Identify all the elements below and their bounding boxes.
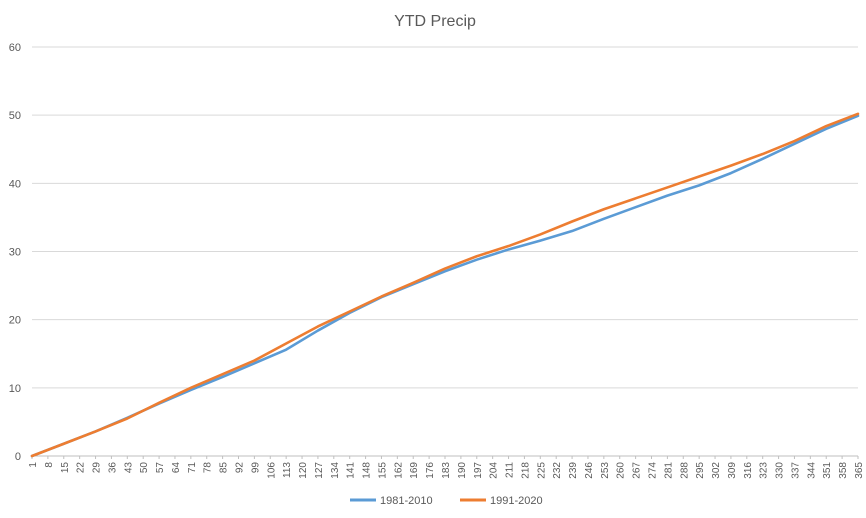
- x-tick-label: 260: [616, 462, 627, 479]
- x-tick-label: 358: [838, 462, 849, 479]
- y-tick-label: 50: [9, 110, 21, 122]
- y-tick-label: 0: [15, 451, 21, 463]
- x-tick-label: 162: [393, 462, 404, 479]
- x-tick-label: 197: [473, 462, 484, 479]
- x-tick-label: 246: [584, 462, 595, 479]
- x-tick-label: 211: [505, 462, 516, 478]
- x-tick-label: 337: [790, 462, 801, 479]
- x-tick-label: 43: [123, 462, 134, 474]
- x-tick-label: 365: [854, 462, 865, 479]
- x-tick-label: 120: [298, 462, 309, 479]
- gridlines: [32, 46, 858, 389]
- x-tick-label: 288: [679, 462, 690, 479]
- x-tick-label: 204: [489, 462, 500, 479]
- x-axis-tick-labels: 1 8 15 22 29 36 43 50 57 64 71 78 85 92 99 106 113 120 127…: [28, 462, 865, 479]
- series-line-1991-2020: [30, 112, 860, 458]
- x-tick-label: 141: [346, 462, 357, 479]
- x-tick-label: 330: [775, 462, 786, 479]
- x-tick-label: 190: [457, 462, 468, 479]
- x-tick-label: 274: [648, 462, 659, 479]
- x-tick-label: 50: [139, 462, 150, 474]
- legend-label: 1981-2010: [380, 495, 433, 507]
- y-tick-label: 10: [9, 383, 21, 395]
- x-tick-label: 323: [759, 462, 770, 479]
- x-tick-label: 57: [155, 462, 166, 474]
- x-tick-label: 295: [695, 462, 706, 479]
- x-tick-label: 127: [314, 462, 325, 479]
- chart-title: YTD Precip: [394, 13, 476, 30]
- legend-label: 1991-2020: [490, 495, 543, 507]
- x-tick-label: 232: [552, 462, 563, 479]
- x-tick-label: 316: [743, 462, 754, 479]
- x-tick-label: 15: [60, 462, 71, 474]
- x-tick-label: 302: [711, 462, 722, 479]
- x-tick-label: 183: [441, 462, 452, 479]
- x-tick-label: 99: [250, 462, 261, 474]
- x-tick-label: 92: [235, 462, 246, 474]
- y-tick-label: 40: [9, 178, 21, 190]
- x-tick-label: 176: [425, 462, 436, 479]
- x-tick-label: 8: [44, 462, 55, 468]
- legend: 1981-2010 1991-2020: [350, 495, 543, 507]
- x-tick-label: 225: [536, 462, 547, 479]
- x-tick-label: 78: [203, 462, 214, 474]
- y-tick-label: 30: [9, 247, 21, 259]
- x-tick-label: 85: [219, 462, 230, 474]
- x-tick-label: 351: [822, 462, 833, 479]
- y-axis-tick-labels: 0 10 20 30 40 50 60: [9, 42, 21, 463]
- x-tick-label: 36: [107, 462, 118, 474]
- x-tick-label: 64: [171, 462, 182, 474]
- x-tick-label: 113: [282, 462, 293, 478]
- x-tick-label: 71: [187, 462, 198, 474]
- x-tick-label: 1: [28, 462, 39, 468]
- x-tick-label: 148: [362, 462, 373, 479]
- series-lines: [30, 112, 860, 458]
- x-tick-label: 169: [409, 462, 420, 479]
- y-tick-label: 20: [9, 315, 21, 327]
- x-tick-label: 309: [727, 462, 738, 479]
- axes: [31, 455, 859, 459]
- x-tick-label: 106: [266, 462, 277, 479]
- x-tick-label: 239: [568, 462, 579, 479]
- x-tick-label: 218: [520, 462, 531, 479]
- x-tick-label: 155: [377, 462, 388, 479]
- x-tick-label: 344: [806, 462, 817, 479]
- x-tick-label: 134: [330, 462, 341, 479]
- x-tick-label: 281: [663, 462, 674, 479]
- x-tick-label: 267: [632, 462, 643, 479]
- x-tick-label: 29: [92, 462, 103, 474]
- y-tick-label: 60: [9, 42, 21, 54]
- x-tick-label: 253: [600, 462, 611, 479]
- x-tick-label: 22: [76, 462, 87, 474]
